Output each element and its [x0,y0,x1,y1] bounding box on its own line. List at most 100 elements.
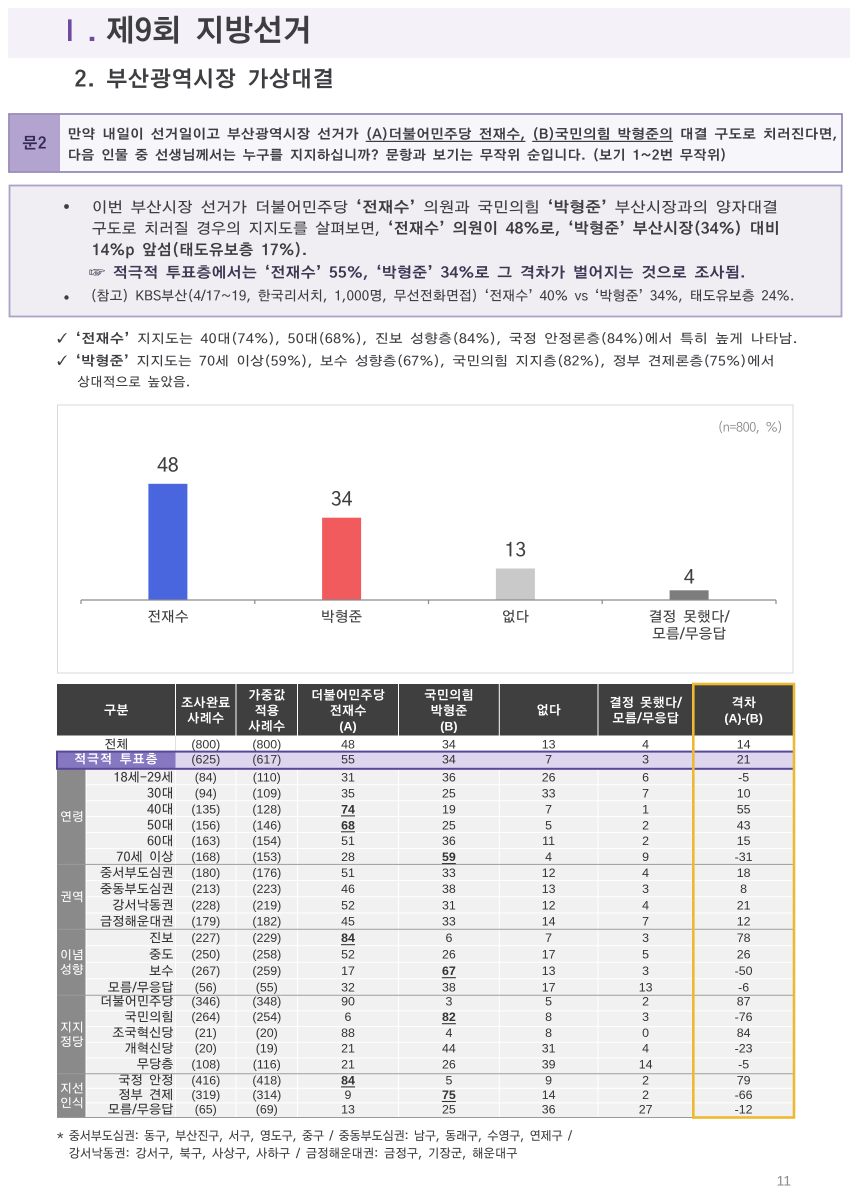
svg-text:19: 19 [442,802,456,816]
svg-text:(319): (319) [191,1088,220,1102]
svg-text:(258): (258) [252,948,281,962]
svg-text:6: 6 [445,931,452,945]
svg-text:10: 10 [737,786,751,800]
svg-text:52: 52 [341,948,355,962]
svg-text:(19): (19) [256,1042,278,1056]
svg-text:-5: -5 [738,1057,749,1071]
svg-text:78: 78 [737,931,751,945]
svg-text:2: 2 [642,995,649,1009]
svg-text:(128): (128) [252,802,281,816]
svg-text:21: 21 [341,1042,355,1056]
svg-text:79: 79 [737,1073,751,1087]
svg-text:(A): (A) [339,720,356,734]
svg-text:8: 8 [740,882,747,896]
svg-text:(69): (69) [256,1103,278,1117]
svg-text:(227): (227) [191,931,220,945]
svg-text:25: 25 [442,1103,456,1117]
svg-text:84: 84 [341,931,355,945]
svg-text:-66: -66 [735,1088,753,1102]
svg-text:(259): (259) [252,964,281,978]
svg-text:26: 26 [542,771,556,785]
svg-text:3: 3 [642,882,649,896]
svg-text:1: 1 [642,802,649,816]
svg-text:4: 4 [445,1026,452,1040]
svg-text:14: 14 [639,1057,653,1071]
svg-text:(20): (20) [256,1026,278,1040]
svg-text:44: 44 [442,1042,456,1056]
svg-text:12: 12 [737,915,751,929]
svg-text:(108): (108) [191,1057,220,1071]
svg-text:55: 55 [341,752,355,766]
svg-text:17: 17 [542,948,556,962]
svg-text:5: 5 [545,818,552,832]
svg-text:2: 2 [642,818,649,832]
svg-text:74: 74 [341,802,355,816]
svg-text:48: 48 [341,738,355,752]
svg-text:7: 7 [545,752,552,766]
svg-text:17: 17 [341,964,355,978]
svg-text:(800): (800) [252,738,281,752]
svg-text:51: 51 [341,866,355,880]
svg-text:13: 13 [542,964,556,978]
svg-text:88: 88 [341,1026,355,1040]
svg-text:17: 17 [542,981,556,995]
svg-text:33: 33 [542,786,556,800]
svg-text:(146): (146) [252,818,281,832]
svg-text:21: 21 [737,898,751,912]
svg-text:3: 3 [642,964,649,978]
svg-text:5: 5 [445,1073,452,1087]
svg-text:6: 6 [345,1010,352,1024]
svg-text:5: 5 [545,995,552,1009]
svg-text:(84): (84) [195,771,217,785]
svg-text:33: 33 [442,915,456,929]
svg-text:13: 13 [542,882,556,896]
svg-text:(A)-(B): (A)-(B) [724,712,763,726]
svg-text:(179): (179) [191,915,220,929]
svg-text:33: 33 [442,866,456,880]
svg-text:31: 31 [341,771,355,785]
svg-text:(264): (264) [191,1010,220,1024]
svg-text:4: 4 [642,898,649,912]
svg-text:0: 0 [642,1026,649,1040]
svg-text:(314): (314) [252,1088,281,1102]
svg-text:(625): (625) [191,752,220,766]
svg-text:15: 15 [737,834,751,848]
svg-text:(229): (229) [252,931,281,945]
svg-text:3: 3 [642,931,649,945]
svg-text:(B): (B) [440,720,457,734]
svg-text:(346): (346) [191,995,220,1009]
svg-text:26: 26 [442,948,456,962]
svg-text:4: 4 [642,738,649,752]
svg-text:90: 90 [341,995,355,1009]
svg-text:11: 11 [542,834,555,848]
svg-text:2: 2 [642,1088,649,1102]
svg-text:38: 38 [442,882,456,896]
svg-text:(617): (617) [252,752,281,766]
svg-text:-50: -50 [735,964,753,978]
svg-text:3: 3 [642,752,649,766]
svg-text:68: 68 [341,818,355,832]
svg-text:8: 8 [545,1010,552,1024]
svg-text:21: 21 [737,752,751,766]
svg-text:(110): (110) [253,771,281,785]
svg-text:84: 84 [341,1073,355,1087]
svg-text:(223): (223) [252,882,281,896]
svg-text:(800): (800) [191,738,220,752]
svg-text:(56): (56) [195,981,217,995]
svg-text:14: 14 [542,915,556,929]
svg-text:7: 7 [545,802,552,816]
svg-text:(135): (135) [191,802,220,816]
svg-text:31: 31 [442,898,456,912]
svg-text:5: 5 [642,948,649,962]
svg-text:82: 82 [442,1010,456,1024]
svg-text:36: 36 [542,1103,556,1117]
svg-text:(228): (228) [191,898,220,912]
svg-text:(163): (163) [191,834,220,848]
svg-text:55: 55 [737,802,751,816]
svg-text:(180): (180) [191,866,220,880]
svg-text:(219): (219) [252,898,281,912]
svg-text:59: 59 [442,850,456,864]
svg-text:(94): (94) [195,786,217,800]
svg-text:34: 34 [442,752,456,766]
svg-text:-6: -6 [738,981,749,995]
